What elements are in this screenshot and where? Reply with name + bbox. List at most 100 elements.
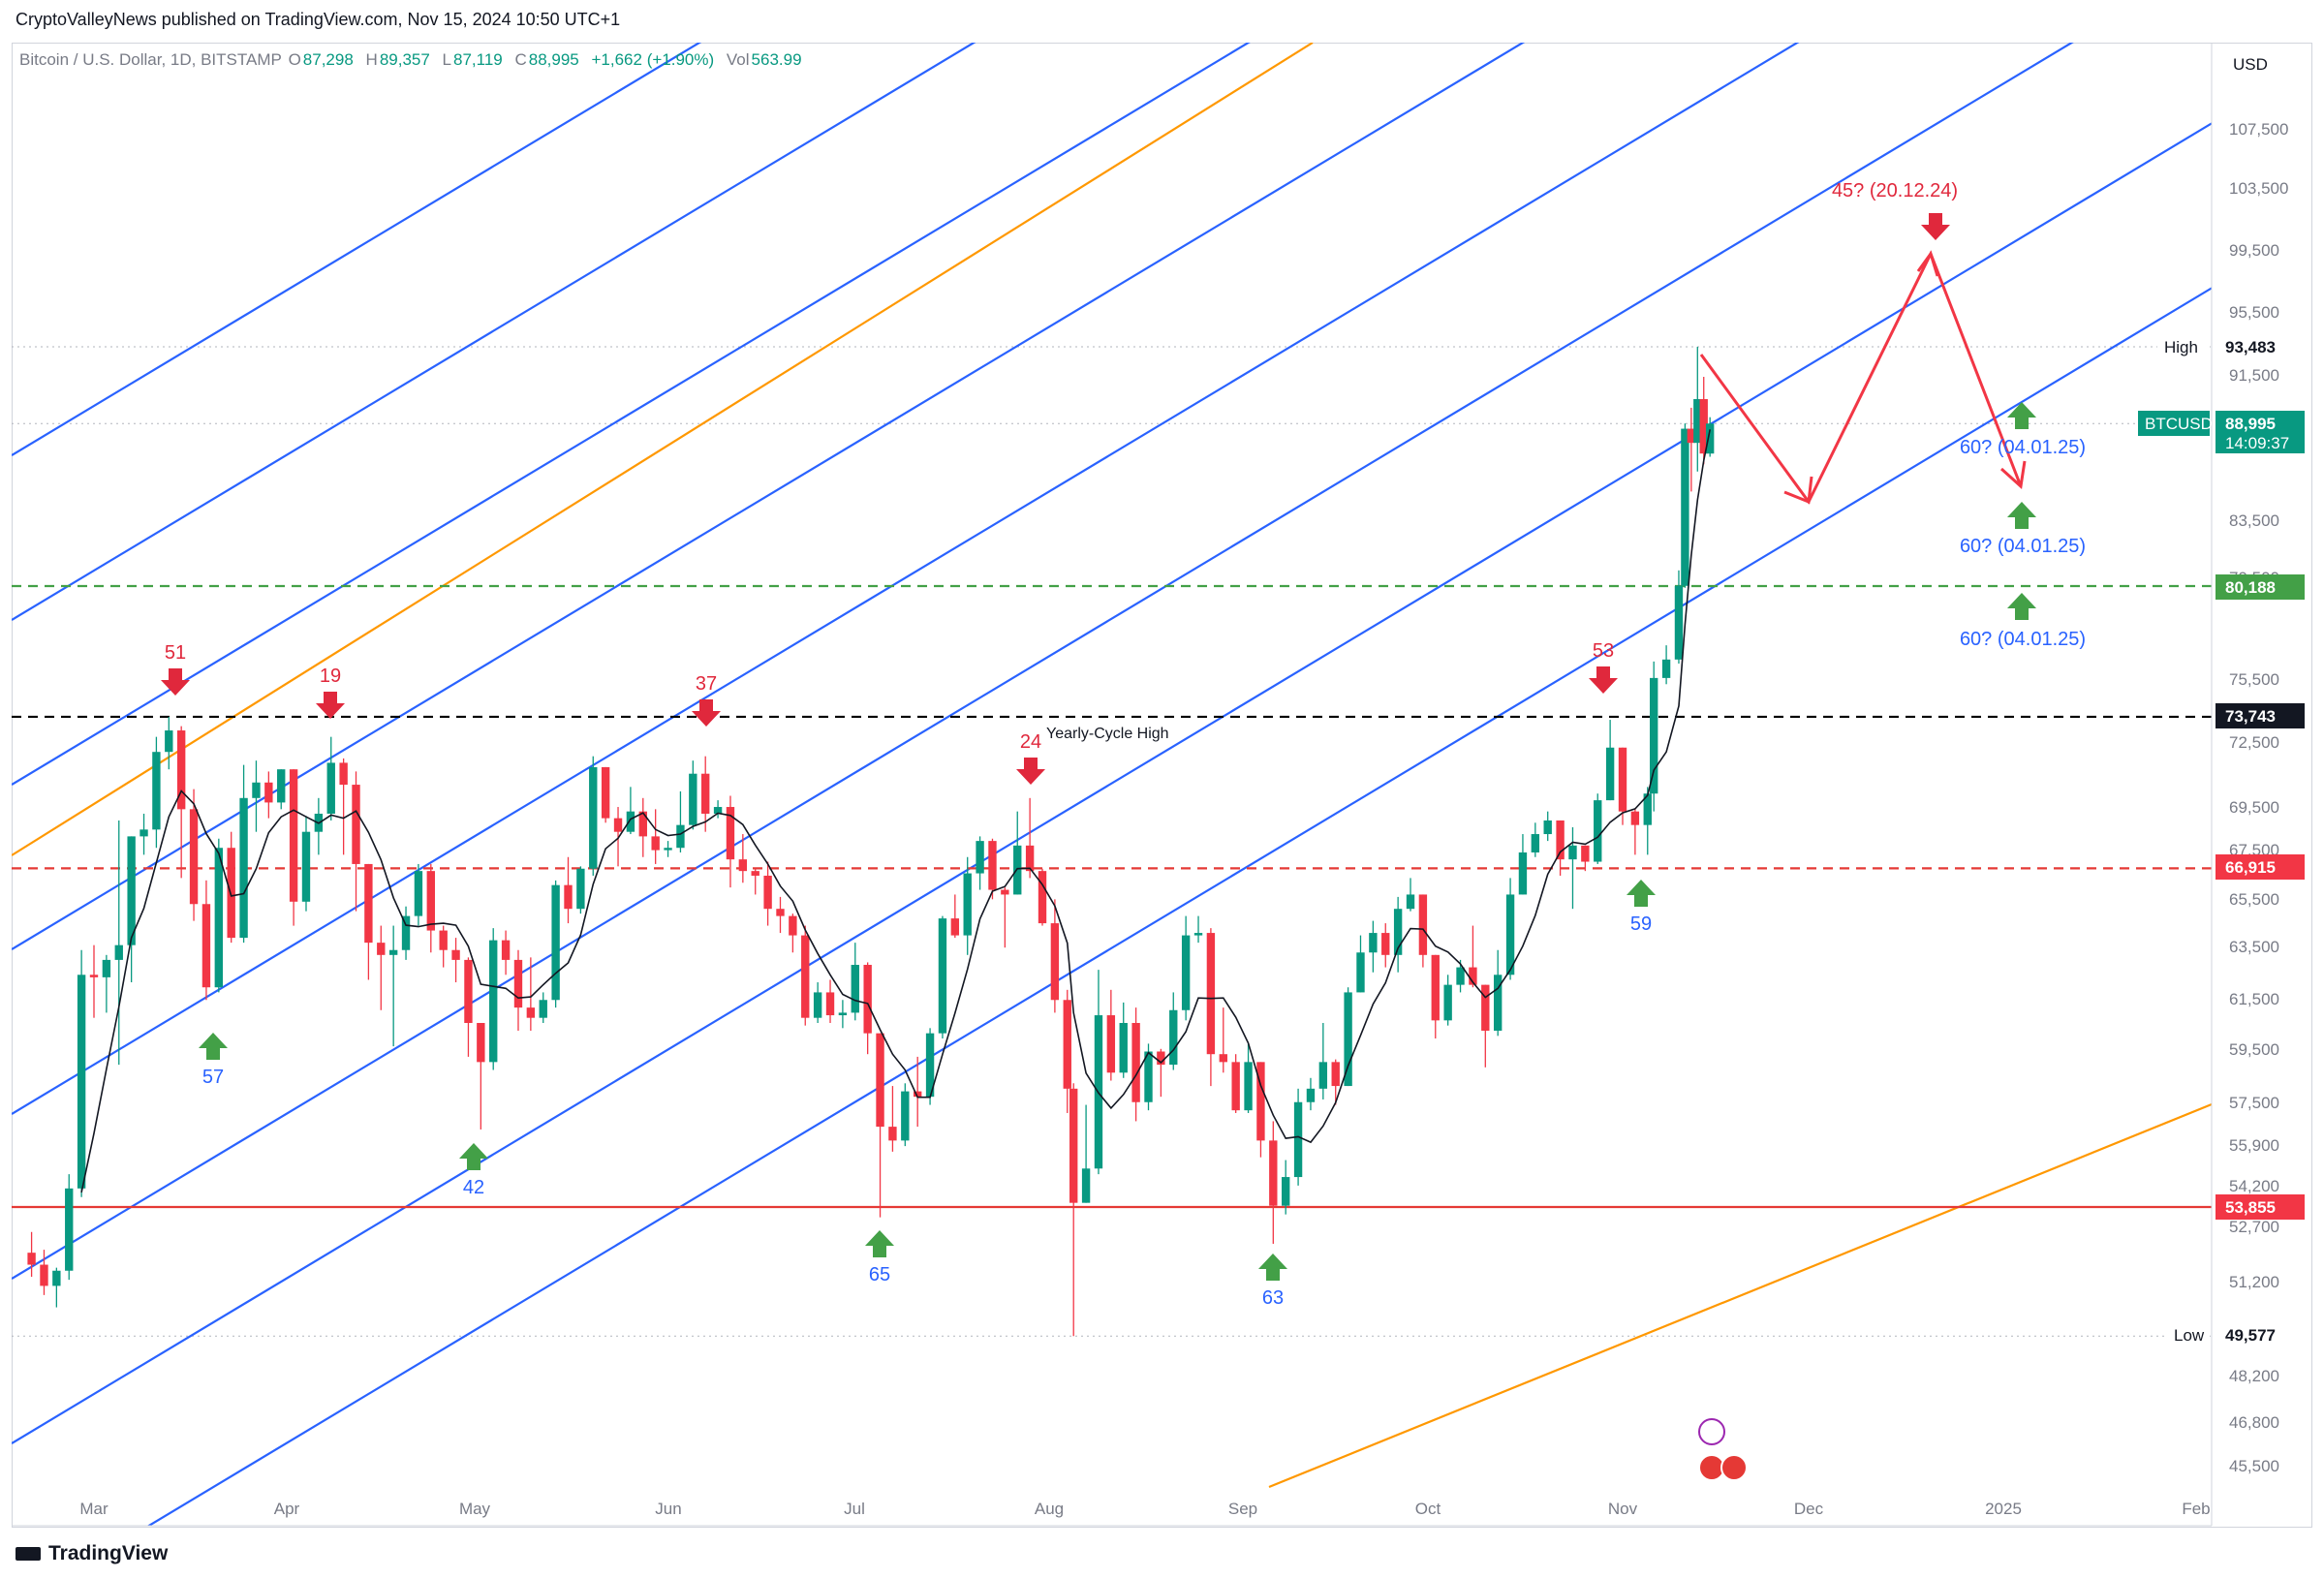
- price-tick-label: 91,500: [2229, 366, 2279, 385]
- candle-body: [1674, 585, 1684, 660]
- price-tick-label: 59,500: [2229, 1040, 2279, 1059]
- candle-body: [489, 940, 498, 1063]
- low-label: L: [442, 50, 452, 69]
- outer-trend-line-lower: [1268, 1102, 2212, 1489]
- price-tick-label: 61,500: [2229, 990, 2279, 1008]
- projected-low-label: 60? (04.01.25): [1960, 629, 2086, 650]
- candle-body: [1543, 820, 1552, 835]
- cycle-low-marker-icon: [199, 1033, 228, 1060]
- time-tick-label: Feb: [2182, 1500, 2210, 1518]
- time-tick-label: Mar: [79, 1500, 108, 1518]
- candle-body: [1531, 834, 1540, 852]
- candle-body: [176, 730, 186, 810]
- price-tick-label: 72,500: [2229, 733, 2279, 752]
- price-tag-label-box: [2157, 334, 2210, 359]
- ohlc-legend: Bitcoin / U.S. Dollar, 1D, BITSTAMP O 87,…: [19, 50, 810, 70]
- candle-body: [988, 841, 997, 890]
- candle-body: [301, 831, 311, 902]
- cycle-top-label: 24: [1020, 731, 1041, 753]
- candle-body: [626, 811, 635, 832]
- price-tick-label: 51,200: [2229, 1273, 2279, 1291]
- candle-body: [914, 1091, 922, 1098]
- price-tick-label: 69,500: [2229, 798, 2279, 817]
- candle-body: [789, 915, 797, 936]
- candle-body: [1456, 967, 1465, 985]
- candle-body: [152, 752, 161, 830]
- candle-body: [1581, 845, 1590, 862]
- candle-body: [1231, 1062, 1240, 1111]
- moving-average-line: [80, 429, 1711, 1193]
- projected-top-label: 45? (20.12.24): [1832, 180, 1958, 201]
- time-tick-label: Nov: [1608, 1500, 1638, 1518]
- high-value: 89,357: [379, 50, 430, 69]
- candle-body: [1650, 677, 1658, 794]
- price-tick-label: 48,200: [2229, 1367, 2279, 1385]
- price-tick-label: 99,500: [2229, 241, 2279, 260]
- price-tick-label: 75,500: [2229, 670, 2279, 689]
- candle-body: [851, 965, 859, 1013]
- price-tick-label: 107,500: [2229, 120, 2288, 139]
- candle-body: [539, 1000, 547, 1018]
- candle-body: [201, 904, 211, 988]
- logo-text: TradingView: [48, 1542, 169, 1564]
- candle-body: [139, 829, 148, 837]
- price-tag-value: 80,188: [2225, 578, 2276, 597]
- candle-body: [601, 766, 610, 819]
- price-tag: 80,188: [2216, 574, 2305, 600]
- price-tag-label-box: [2167, 1322, 2210, 1347]
- candle-body: [776, 909, 785, 916]
- candle-body: [751, 871, 759, 876]
- projection-path: [1699, 250, 2023, 505]
- volume-label: Vol: [726, 50, 750, 69]
- price-tag-box: [2216, 334, 2305, 359]
- candle-body: [414, 871, 423, 916]
- candle-body: [1144, 1051, 1153, 1102]
- time-tick-label: Jun: [655, 1500, 681, 1518]
- channel-line: [12, 122, 2212, 1444]
- candle-body: [1393, 909, 1403, 955]
- candle-body: [576, 868, 585, 910]
- candle-body: [65, 1188, 74, 1271]
- candle-body: [1518, 851, 1528, 895]
- cycle-top-label: 19: [320, 666, 341, 687]
- cycle-low-label: 65: [869, 1264, 890, 1285]
- cycle-top-label: 37: [696, 673, 717, 695]
- cycle-top-marker-icon: [1016, 758, 1045, 785]
- candle-body: [89, 975, 99, 977]
- candle-body: [239, 797, 248, 939]
- candle-body: [1050, 923, 1060, 1001]
- candle-body: [551, 884, 560, 1001]
- price-tag: 53,855: [2216, 1194, 2305, 1220]
- close-label: C: [514, 50, 527, 69]
- candle-body: [1618, 747, 1627, 812]
- candle-body: [1681, 428, 1689, 586]
- projection-arrowhead: [1916, 250, 1939, 277]
- candle-body: [1568, 845, 1577, 860]
- candle-body: [451, 949, 460, 960]
- candle-body: [738, 859, 748, 872]
- candle-body: [426, 871, 435, 931]
- price-tick-label: 95,500: [2229, 303, 2279, 322]
- time-tick-label: May: [459, 1500, 491, 1518]
- candle-body: [876, 1033, 884, 1128]
- footer: TradingView: [0, 1531, 2324, 1579]
- price-tag: 66,915: [2216, 854, 2305, 880]
- candle-body: [1693, 398, 1702, 444]
- channel-line: [12, 43, 702, 456]
- projected-top-marker-icon: [1921, 213, 1950, 240]
- candle-body: [1406, 894, 1415, 910]
- candle-body: [27, 1253, 36, 1265]
- price-tick-label: 54,200: [2229, 1177, 2279, 1195]
- projection-arrowhead: [1999, 460, 2027, 489]
- cycle-low-label: 59: [1630, 913, 1652, 935]
- tradingview-logo[interactable]: TradingView: [15, 1542, 168, 1565]
- channel-line: [12, 43, 1251, 786]
- cycle-top-marker-icon: [316, 692, 345, 719]
- cycle-low-label: 42: [463, 1177, 484, 1198]
- candle-body: [1169, 1009, 1178, 1066]
- flag-event-icon: [1720, 1454, 1748, 1481]
- candle-body: [1219, 1054, 1227, 1063]
- level-label: Yearly-Cycle High: [1046, 726, 1169, 742]
- price-tick-label: 55,900: [2229, 1136, 2279, 1155]
- price-chart[interactable]: Yearly-Cycle High 51 19 37 24 53 57 42 65 63 59 45?…: [0, 0, 2324, 1531]
